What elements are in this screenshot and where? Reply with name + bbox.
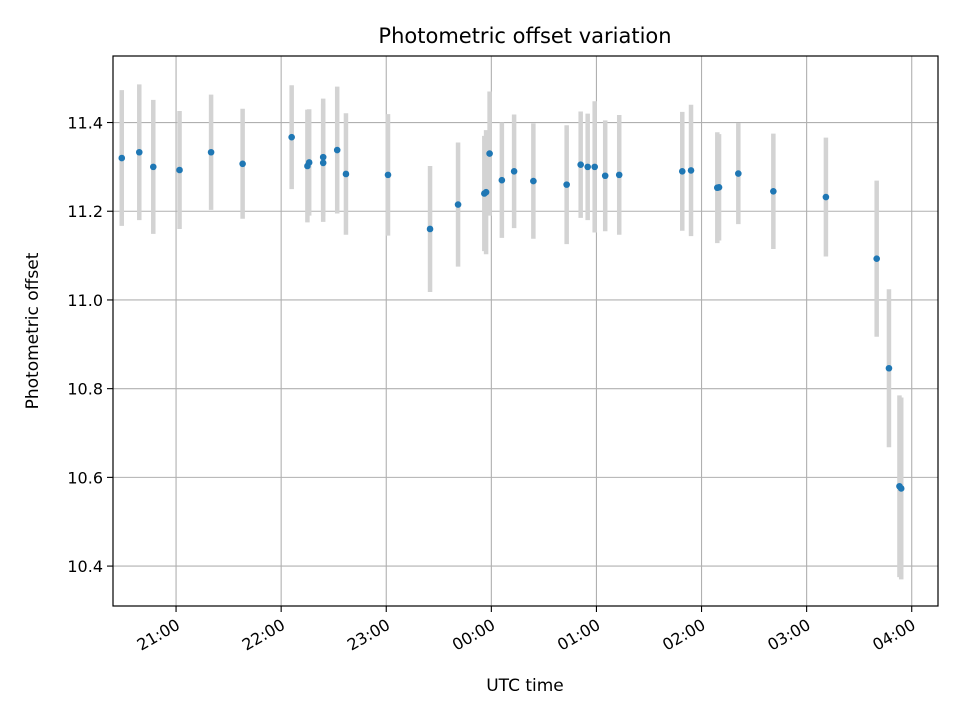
data-point — [207, 148, 215, 156]
data-point — [897, 485, 905, 492]
data-point — [118, 154, 126, 162]
data-point — [822, 193, 830, 201]
data-point — [591, 163, 598, 171]
data-point — [342, 170, 350, 178]
data-points — [118, 133, 905, 492]
chart-title: Photometric offset variation — [378, 24, 671, 48]
y-tick-label: 11.2 — [67, 202, 103, 221]
data-point — [176, 166, 183, 174]
data-point — [577, 161, 584, 168]
data-point — [498, 176, 506, 184]
data-point — [305, 159, 313, 166]
data-point — [384, 171, 392, 179]
y-tick-label: 10.8 — [67, 380, 103, 399]
data-point — [715, 183, 723, 191]
data-point — [239, 160, 246, 168]
data-point — [530, 177, 537, 185]
data-point — [885, 364, 893, 372]
y-tick-label: 11.4 — [67, 114, 103, 133]
x-axis-title: UTC time — [486, 676, 564, 696]
plot-frame — [112, 55, 939, 607]
data-point — [319, 159, 327, 167]
data-point — [149, 163, 157, 171]
data-point — [135, 148, 143, 156]
data-point — [426, 225, 434, 233]
grid-lines — [113, 56, 938, 606]
data-point — [454, 201, 462, 208]
data-point — [873, 255, 880, 263]
data-point — [735, 170, 742, 177]
y-tick-label: 10.4 — [67, 557, 103, 576]
data-point — [563, 181, 570, 188]
data-point — [333, 146, 341, 154]
y-axis-ticks: 10.4 10.6 10.8 11.0 11.2 11.4 — [67, 114, 113, 576]
data-point — [687, 167, 695, 174]
y-tick-label: 10.6 — [67, 468, 103, 487]
data-point — [678, 168, 686, 175]
data-point — [486, 150, 493, 157]
data-point — [482, 188, 490, 196]
data-point — [770, 187, 777, 195]
y-axis-title: Photometric offset — [23, 252, 43, 409]
data-point — [601, 172, 609, 180]
data-point — [584, 163, 591, 171]
data-point — [615, 171, 623, 179]
y-tick-label: 11.0 — [67, 291, 103, 310]
data-point — [288, 133, 295, 141]
data-point — [319, 153, 327, 161]
data-point — [510, 168, 518, 175]
